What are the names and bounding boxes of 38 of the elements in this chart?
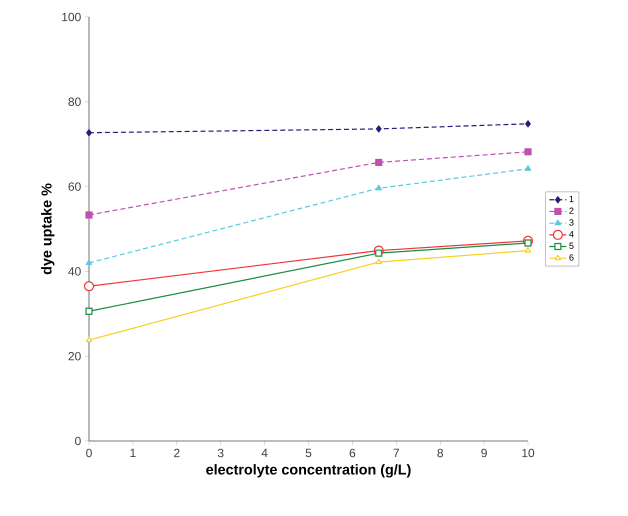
- x-tick-label: 1: [130, 448, 136, 457]
- y-axis-title: dye uptake %: [41, 184, 54, 274]
- y-tick-label: 20: [68, 352, 81, 360]
- x-tick-label: 10: [522, 448, 534, 458]
- point: [524, 165, 532, 171]
- point: [86, 259, 92, 265]
- legend-label: 1: [570, 196, 574, 202]
- point: [86, 129, 92, 136]
- point: [376, 184, 382, 190]
- point: [85, 308, 93, 315]
- x-tick-label: 4: [262, 448, 268, 457]
- x-tick-label: 6: [350, 448, 356, 458]
- point: [524, 148, 532, 156]
- x-tick-label: 9: [481, 448, 487, 458]
- legend-label: 3: [569, 219, 574, 226]
- point: [375, 158, 382, 166]
- y-tick-label: 40: [68, 267, 81, 276]
- x-axis-title: electrolyte concentration (g/L): [206, 464, 411, 478]
- point: [525, 120, 531, 128]
- point: [524, 239, 532, 247]
- x-tick-label: 5: [306, 448, 312, 458]
- y-tick-label: 0: [75, 436, 81, 446]
- point: [376, 125, 382, 133]
- y-tick-label: 100: [62, 12, 81, 22]
- legend-label: 5: [569, 242, 574, 249]
- x-tick-label: 8: [437, 448, 444, 458]
- x-tick-label: 3: [218, 448, 224, 458]
- y-tick-label: 80: [68, 98, 81, 106]
- x-tick-label: 0: [86, 448, 92, 458]
- legend-label: 6: [569, 254, 574, 261]
- point: [375, 250, 382, 257]
- x-tick-label: 2: [174, 448, 180, 458]
- point: [85, 211, 93, 219]
- point: [84, 281, 94, 292]
- x-tick-label: 7: [394, 448, 400, 457]
- y-tick-label: 60: [68, 182, 81, 191]
- legend-label: 2: [569, 208, 574, 214]
- legend-label: 4: [569, 231, 574, 238]
